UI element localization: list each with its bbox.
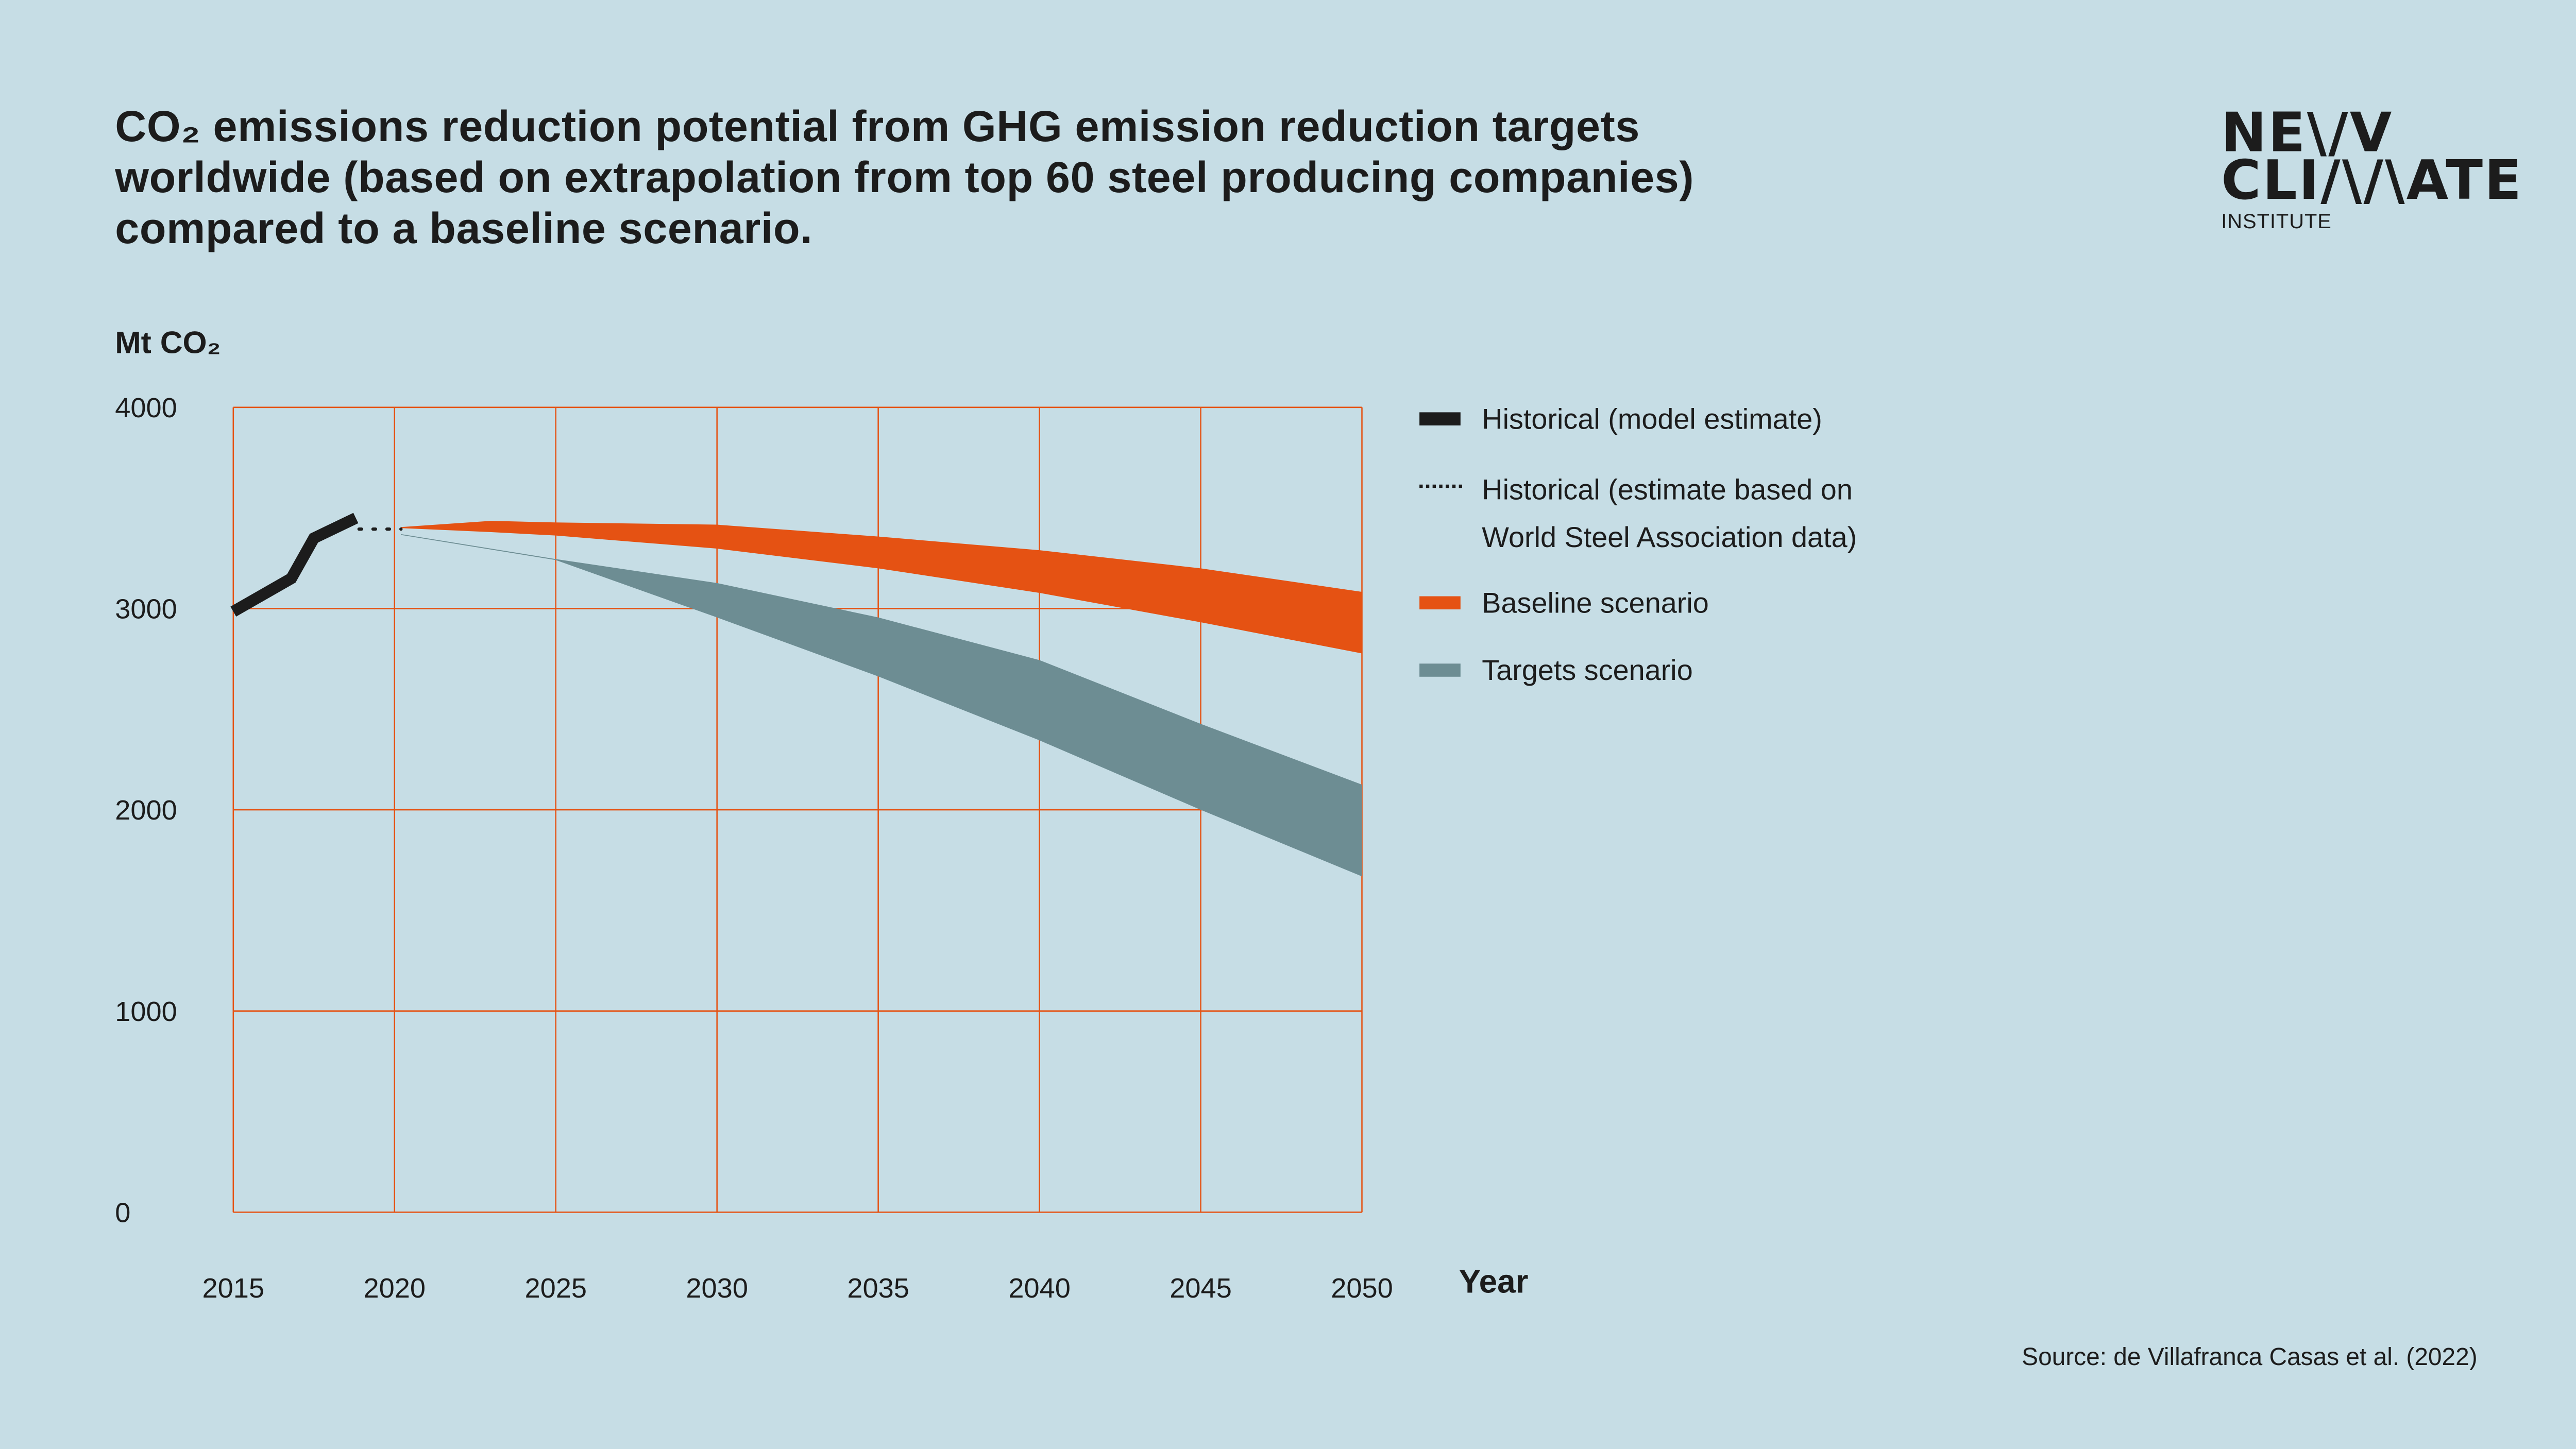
x-tick-label: 2050 <box>1331 1273 1393 1304</box>
x-tick-label: 2015 <box>202 1273 265 1304</box>
x-tick-label: 2035 <box>847 1273 909 1304</box>
x-tick-label: 2020 <box>363 1273 426 1304</box>
x-tick-label: 2045 <box>1170 1273 1232 1304</box>
logo-line: INSTITUTE <box>2221 210 2332 233</box>
y-tick-label: 1000 <box>115 996 177 1027</box>
legend-swatch-baseline <box>1419 596 1461 610</box>
source-note: Source: de Villafranca Casas et al. (202… <box>2022 1343 2478 1372</box>
logo-line: CLI/\/\ATE <box>2221 147 2523 212</box>
historical-model-line <box>230 513 359 617</box>
y-tick-label: 3000 <box>115 594 177 625</box>
new-climate-institute-logo: NE\/V CLI/\/\ATE INSTITUTE <box>2221 100 2523 233</box>
legend-swatch-historical <box>1419 412 1461 425</box>
legend-label: Targets scenario <box>1482 654 1693 687</box>
title-line: CO₂ emissions reduction potential from G… <box>115 101 1640 151</box>
logo-line: NE\/V <box>2221 100 2394 164</box>
x-tick-label: 2040 <box>1008 1273 1071 1304</box>
legend-label: Historical (estimate based on <box>1482 473 1853 506</box>
x-axis-label: Year <box>1459 1265 1529 1301</box>
legend-label: Historical (model estimate) <box>1482 402 1822 436</box>
x-tick-label: 2030 <box>686 1273 748 1304</box>
x-tick-label: 2025 <box>524 1273 587 1304</box>
legend-label: World Steel Association data) <box>1482 520 1857 554</box>
y-tick-label: 2000 <box>115 795 177 826</box>
title-line: compared to a baseline scenario. <box>115 203 813 253</box>
y-tick-label: 4000 <box>115 393 177 423</box>
chart-title: CO₂ emissions reduction potential from G… <box>115 102 1694 255</box>
legend-label: Baseline scenario <box>1482 586 1709 620</box>
y-tick-label: 0 <box>115 1197 130 1228</box>
legend-swatch-targets <box>1419 663 1461 677</box>
title-line: worldwide (based on extrapolation from t… <box>115 152 1694 202</box>
y-axis-label: Mt CO₂ <box>115 327 221 362</box>
legend-swatch-dotted <box>1419 484 1463 488</box>
baseline-scenario-band <box>401 521 1362 654</box>
